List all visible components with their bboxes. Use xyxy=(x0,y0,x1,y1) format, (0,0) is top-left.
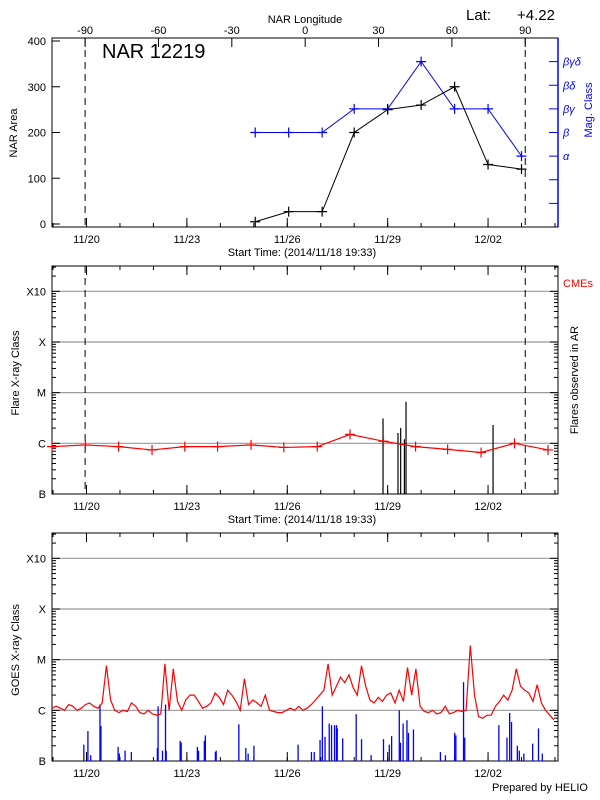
mag-class-tick-label: βδ xyxy=(562,80,576,92)
mag-class-point xyxy=(416,56,427,67)
y-tick-label: 300 xyxy=(28,82,46,94)
y-tick-label: B xyxy=(39,489,46,501)
goes-class-y-axis-label: GOES X-ray Class xyxy=(10,604,22,696)
x-tick-label: 12/02 xyxy=(474,768,502,780)
region-title: NAR 12219 xyxy=(102,41,205,63)
y-tick-label: X10 xyxy=(26,286,46,298)
flare-class-point xyxy=(442,444,453,455)
flare-class-point xyxy=(113,441,124,452)
x-tick-label: 12/02 xyxy=(474,234,502,246)
mag-class-point xyxy=(317,127,328,138)
flare-class-point xyxy=(312,441,323,452)
plot-frame xyxy=(51,265,559,495)
flare-class-point xyxy=(212,441,223,452)
y-tick-label: 200 xyxy=(28,128,46,140)
flare-class-point xyxy=(476,447,487,458)
area-panel: 11/20 11/23 11/26 11/29 12/020100200300400-9… xyxy=(28,25,582,246)
x-tick-label: 11/23 xyxy=(174,501,201,513)
plot-frame xyxy=(51,532,559,762)
panel1-x-axis-label: Start Time: (2014/11/18 19:33) xyxy=(228,247,376,259)
flare-class-point xyxy=(147,444,158,455)
y-tick-label: C xyxy=(38,438,46,450)
cme-label: CMEs xyxy=(563,278,593,290)
y-tick-label: X10 xyxy=(26,553,46,565)
flare-class-y-axis-label: Flare X-ray Class xyxy=(10,330,22,415)
flare-class-line xyxy=(51,433,549,454)
longitude-tick-label: 90 xyxy=(519,25,531,37)
y-tick-label: C xyxy=(38,705,46,717)
flare-class-point xyxy=(80,439,91,450)
mag-class-point xyxy=(483,103,494,114)
flare-class-point xyxy=(410,441,421,452)
flares-observed-axis-label: Flares observed in AR xyxy=(569,326,581,434)
y-tick-label: 400 xyxy=(28,36,46,48)
x-tick-label: 12/02 xyxy=(474,501,502,513)
mag-class-point xyxy=(250,127,261,138)
longitude-tick-label: -60 xyxy=(151,25,167,37)
x-tick-label: 11/29 xyxy=(374,768,401,780)
mag-class-tick-label: α xyxy=(563,151,570,163)
x-tick-label: 11/26 xyxy=(274,768,301,780)
flare-class-point xyxy=(345,429,356,440)
flare-class-point xyxy=(543,444,554,455)
lat-value: +4.22 xyxy=(517,7,555,24)
y-tick-label: M xyxy=(37,388,46,400)
mag-class-tick-label: β xyxy=(562,128,570,140)
mag-class-point xyxy=(449,103,460,114)
panel2-x-axis-label: Start Time: (2014/11/18 19:33) xyxy=(228,514,376,526)
area-point xyxy=(516,164,527,175)
footer-credit: Prepared by HELIO xyxy=(492,782,588,794)
mag-class-point xyxy=(349,103,360,114)
area-point xyxy=(483,159,494,170)
flare-class-point xyxy=(509,438,520,449)
longitude-tick-label: 0 xyxy=(302,25,308,37)
lat-label: Lat: xyxy=(466,7,491,24)
goes-panel: 11/20 11/23 11/26 11/29 12/02 B C M X X10 xyxy=(26,532,559,780)
y-tick-label: X xyxy=(39,337,47,349)
y-tick-label: 0 xyxy=(40,219,46,231)
mag-class-tick-label: βγδ xyxy=(562,57,582,69)
area-point xyxy=(317,206,328,217)
flare-class-point xyxy=(179,441,190,452)
area-point xyxy=(349,127,360,138)
x-tick-label: 11/23 xyxy=(174,768,201,780)
flare-class-point xyxy=(246,439,257,450)
longitude-tick-label: 30 xyxy=(372,25,384,37)
longitude-tick-label: -30 xyxy=(224,25,240,37)
area-y-axis-label: NAR Area xyxy=(8,108,20,158)
x-tick-label: 11/20 xyxy=(73,768,100,780)
x-tick-label: 11/20 xyxy=(73,234,100,246)
y-tick-label: 100 xyxy=(28,173,46,185)
area-point xyxy=(250,216,261,227)
x-tick-label: 11/29 xyxy=(374,234,401,246)
y-tick-label: M xyxy=(37,655,46,667)
longitude-tick-label: -90 xyxy=(77,25,93,37)
mag-class-axis-label: Mag. Class xyxy=(583,82,595,138)
x-tick-label: 11/26 xyxy=(274,234,301,246)
goes-long-flux-line xyxy=(51,645,555,721)
flare-panel: 11/20 11/23 11/26 11/29 12/02 B C M X X10 xyxy=(26,265,559,513)
mag-class-point xyxy=(283,127,294,138)
y-tick-label: B xyxy=(39,756,46,768)
x-tick-label: 11/23 xyxy=(174,234,201,246)
area-point xyxy=(416,100,427,111)
area-point xyxy=(449,81,460,92)
longitude-tick-label: 60 xyxy=(446,25,458,37)
y-tick-label: X xyxy=(39,604,47,616)
flare-class-point xyxy=(278,442,289,453)
area-point xyxy=(382,104,393,115)
area-point xyxy=(283,206,294,217)
longitude-axis-label: NAR Longitude xyxy=(268,14,343,26)
flare-class-point xyxy=(47,441,57,452)
x-tick-label: 11/29 xyxy=(374,501,401,513)
x-tick-label: 11/20 xyxy=(73,501,100,513)
mag-class-point xyxy=(516,151,527,162)
mag-class-tick-label: βγ xyxy=(562,104,576,116)
x-tick-label: 11/26 xyxy=(274,501,301,513)
flare-class-point xyxy=(378,436,389,447)
